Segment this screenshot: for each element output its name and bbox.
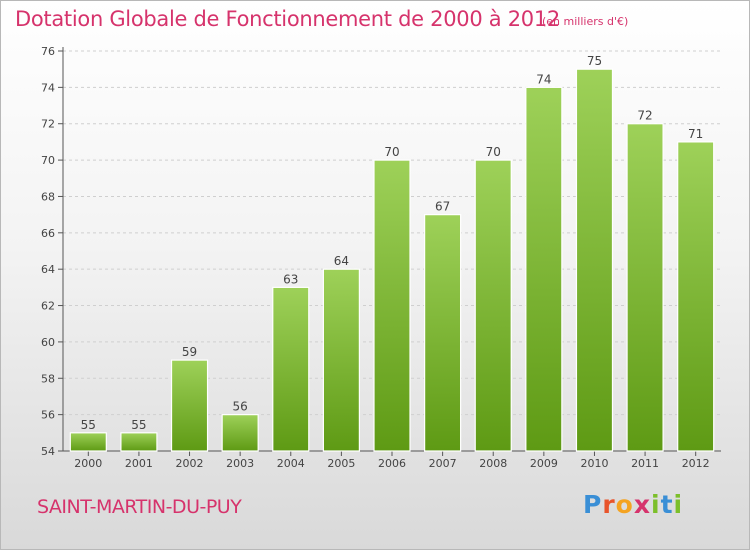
chart-subtitle: (en milliers d'€) <box>542 15 629 28</box>
y-tick-label: 56 <box>41 409 55 422</box>
x-tick-label: 2004 <box>277 457 305 470</box>
data-label: 72 <box>637 109 652 123</box>
bar <box>69 432 107 452</box>
logo-letter: i <box>651 490 661 519</box>
y-tick-label: 64 <box>41 263 55 276</box>
y-tick-label: 76 <box>41 45 55 58</box>
data-label: 75 <box>587 54 602 68</box>
data-labels: 55 55 59 56 63 64 70 67 70 74 75 72 71 <box>81 54 704 432</box>
x-tick-label: 2008 <box>479 457 507 470</box>
x-tick-label: 2012 <box>682 457 710 470</box>
x-tick-label: 2002 <box>176 457 204 470</box>
x-tick-label: 2005 <box>327 457 355 470</box>
logo-letter: i <box>673 490 684 519</box>
y-tick-label: 72 <box>41 118 55 131</box>
x-tick-label: 2001 <box>125 457 153 470</box>
data-label: 55 <box>81 418 96 432</box>
bar <box>677 141 715 452</box>
logo-letter: x <box>633 490 651 519</box>
y-tick-label: 54 <box>41 445 55 458</box>
logo-letter: r <box>602 490 616 519</box>
bar <box>626 123 664 452</box>
y-tick-label: 60 <box>41 336 55 349</box>
y-tick-label: 70 <box>41 154 55 167</box>
bar <box>120 432 158 452</box>
x-tick-label: 2010 <box>580 457 608 470</box>
x-tick-label: 2000 <box>74 457 102 470</box>
logo-letter: o <box>615 490 634 519</box>
x-tick-label: 2003 <box>226 457 254 470</box>
y-tick-label: 58 <box>41 372 55 385</box>
commune-name: SAINT-MARTIN-DU-PUY <box>37 496 242 518</box>
data-label: 64 <box>334 254 349 268</box>
data-label: 70 <box>384 145 399 159</box>
bar <box>525 86 563 452</box>
logo-letter: P <box>583 490 603 519</box>
bars <box>69 68 715 452</box>
bar <box>373 159 411 452</box>
x-tick-label: 2009 <box>530 457 558 470</box>
y-tick-label: 74 <box>41 81 55 94</box>
bar <box>424 214 462 452</box>
bar <box>322 268 360 452</box>
bar <box>221 414 259 452</box>
chart-title: Dotation Globale de Fonctionnement de 20… <box>15 7 560 31</box>
y-tick-label: 68 <box>41 190 55 203</box>
bar <box>575 68 614 452</box>
data-label: 74 <box>536 72 551 86</box>
bar <box>474 159 512 452</box>
bar <box>272 286 310 452</box>
data-label: 63 <box>283 272 298 286</box>
y-tick-label: 66 <box>41 227 55 240</box>
data-label: 67 <box>435 200 450 214</box>
y-tick-label: 62 <box>41 300 55 313</box>
data-label: 55 <box>131 418 146 432</box>
logo-letter: t <box>660 490 674 519</box>
data-label: 56 <box>233 400 248 414</box>
x-tick-label: 2011 <box>631 457 659 470</box>
x-tick-label: 2007 <box>429 457 457 470</box>
proxiti-logo: Proxiti <box>583 490 683 519</box>
x-tick-label: 2006 <box>378 457 406 470</box>
bar <box>170 359 209 452</box>
data-label: 59 <box>182 345 197 359</box>
data-label: 70 <box>486 145 501 159</box>
data-label: 71 <box>688 127 703 141</box>
